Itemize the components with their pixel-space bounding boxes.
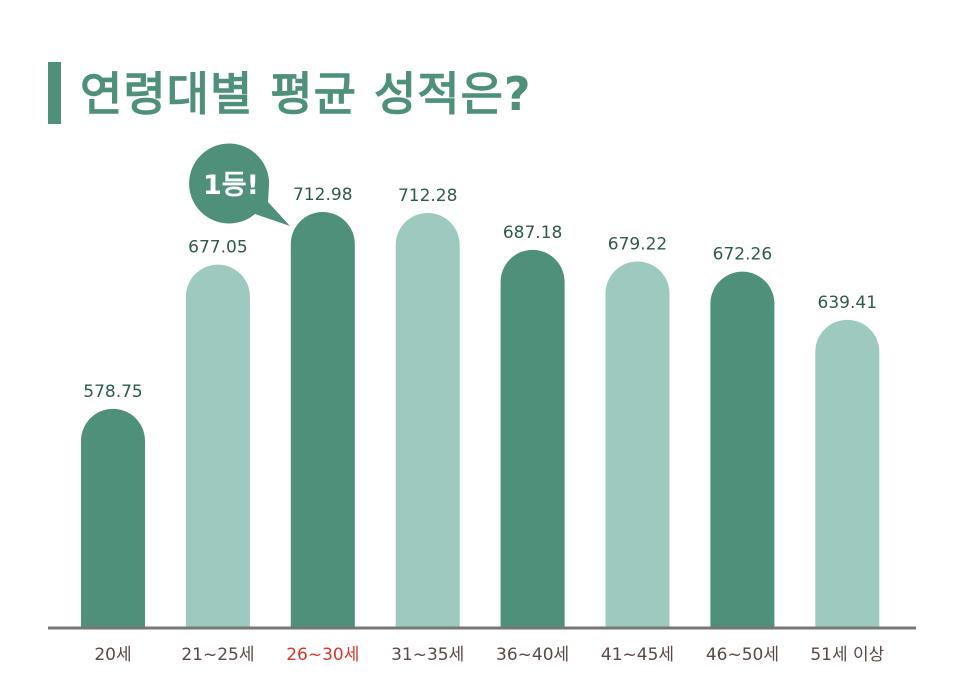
badge-bubble (189, 143, 290, 226)
value-label-1: 578.75 (83, 382, 142, 402)
category-label-8: 51세 이상 (810, 645, 884, 665)
value-label-7: 672.26 (713, 245, 772, 265)
badge-label: 1등! (203, 170, 259, 201)
bar-2 (185, 264, 250, 627)
category-label-6: 41~45세 (601, 645, 674, 665)
value-label-3: 712.98 (293, 185, 352, 205)
value-label-4: 712.28 (398, 186, 457, 206)
bar-5 (500, 249, 565, 627)
bar-6 (605, 261, 670, 627)
category-label-1: 20세 (94, 645, 131, 665)
value-label-2: 677.05 (188, 238, 247, 258)
category-label-7: 46~50세 (706, 645, 779, 665)
bar-4 (395, 212, 460, 628)
value-label-5: 687.18 (503, 223, 562, 243)
category-label-3: 26~30세 (286, 645, 359, 665)
bar-3 (290, 211, 355, 628)
bar-7 (710, 271, 775, 627)
bar-8 (815, 319, 880, 627)
value-label-8: 639.41 (818, 293, 877, 313)
value-label-6: 679.22 (608, 234, 667, 254)
category-label-5: 36~40세 (496, 645, 569, 665)
category-label-4: 31~35세 (391, 645, 464, 665)
category-label-2: 21~25세 (181, 645, 254, 665)
page-title: 연령대별 평균 성적은? (80, 67, 532, 121)
bar-1 (81, 408, 145, 627)
title-accent-bar (48, 62, 61, 124)
